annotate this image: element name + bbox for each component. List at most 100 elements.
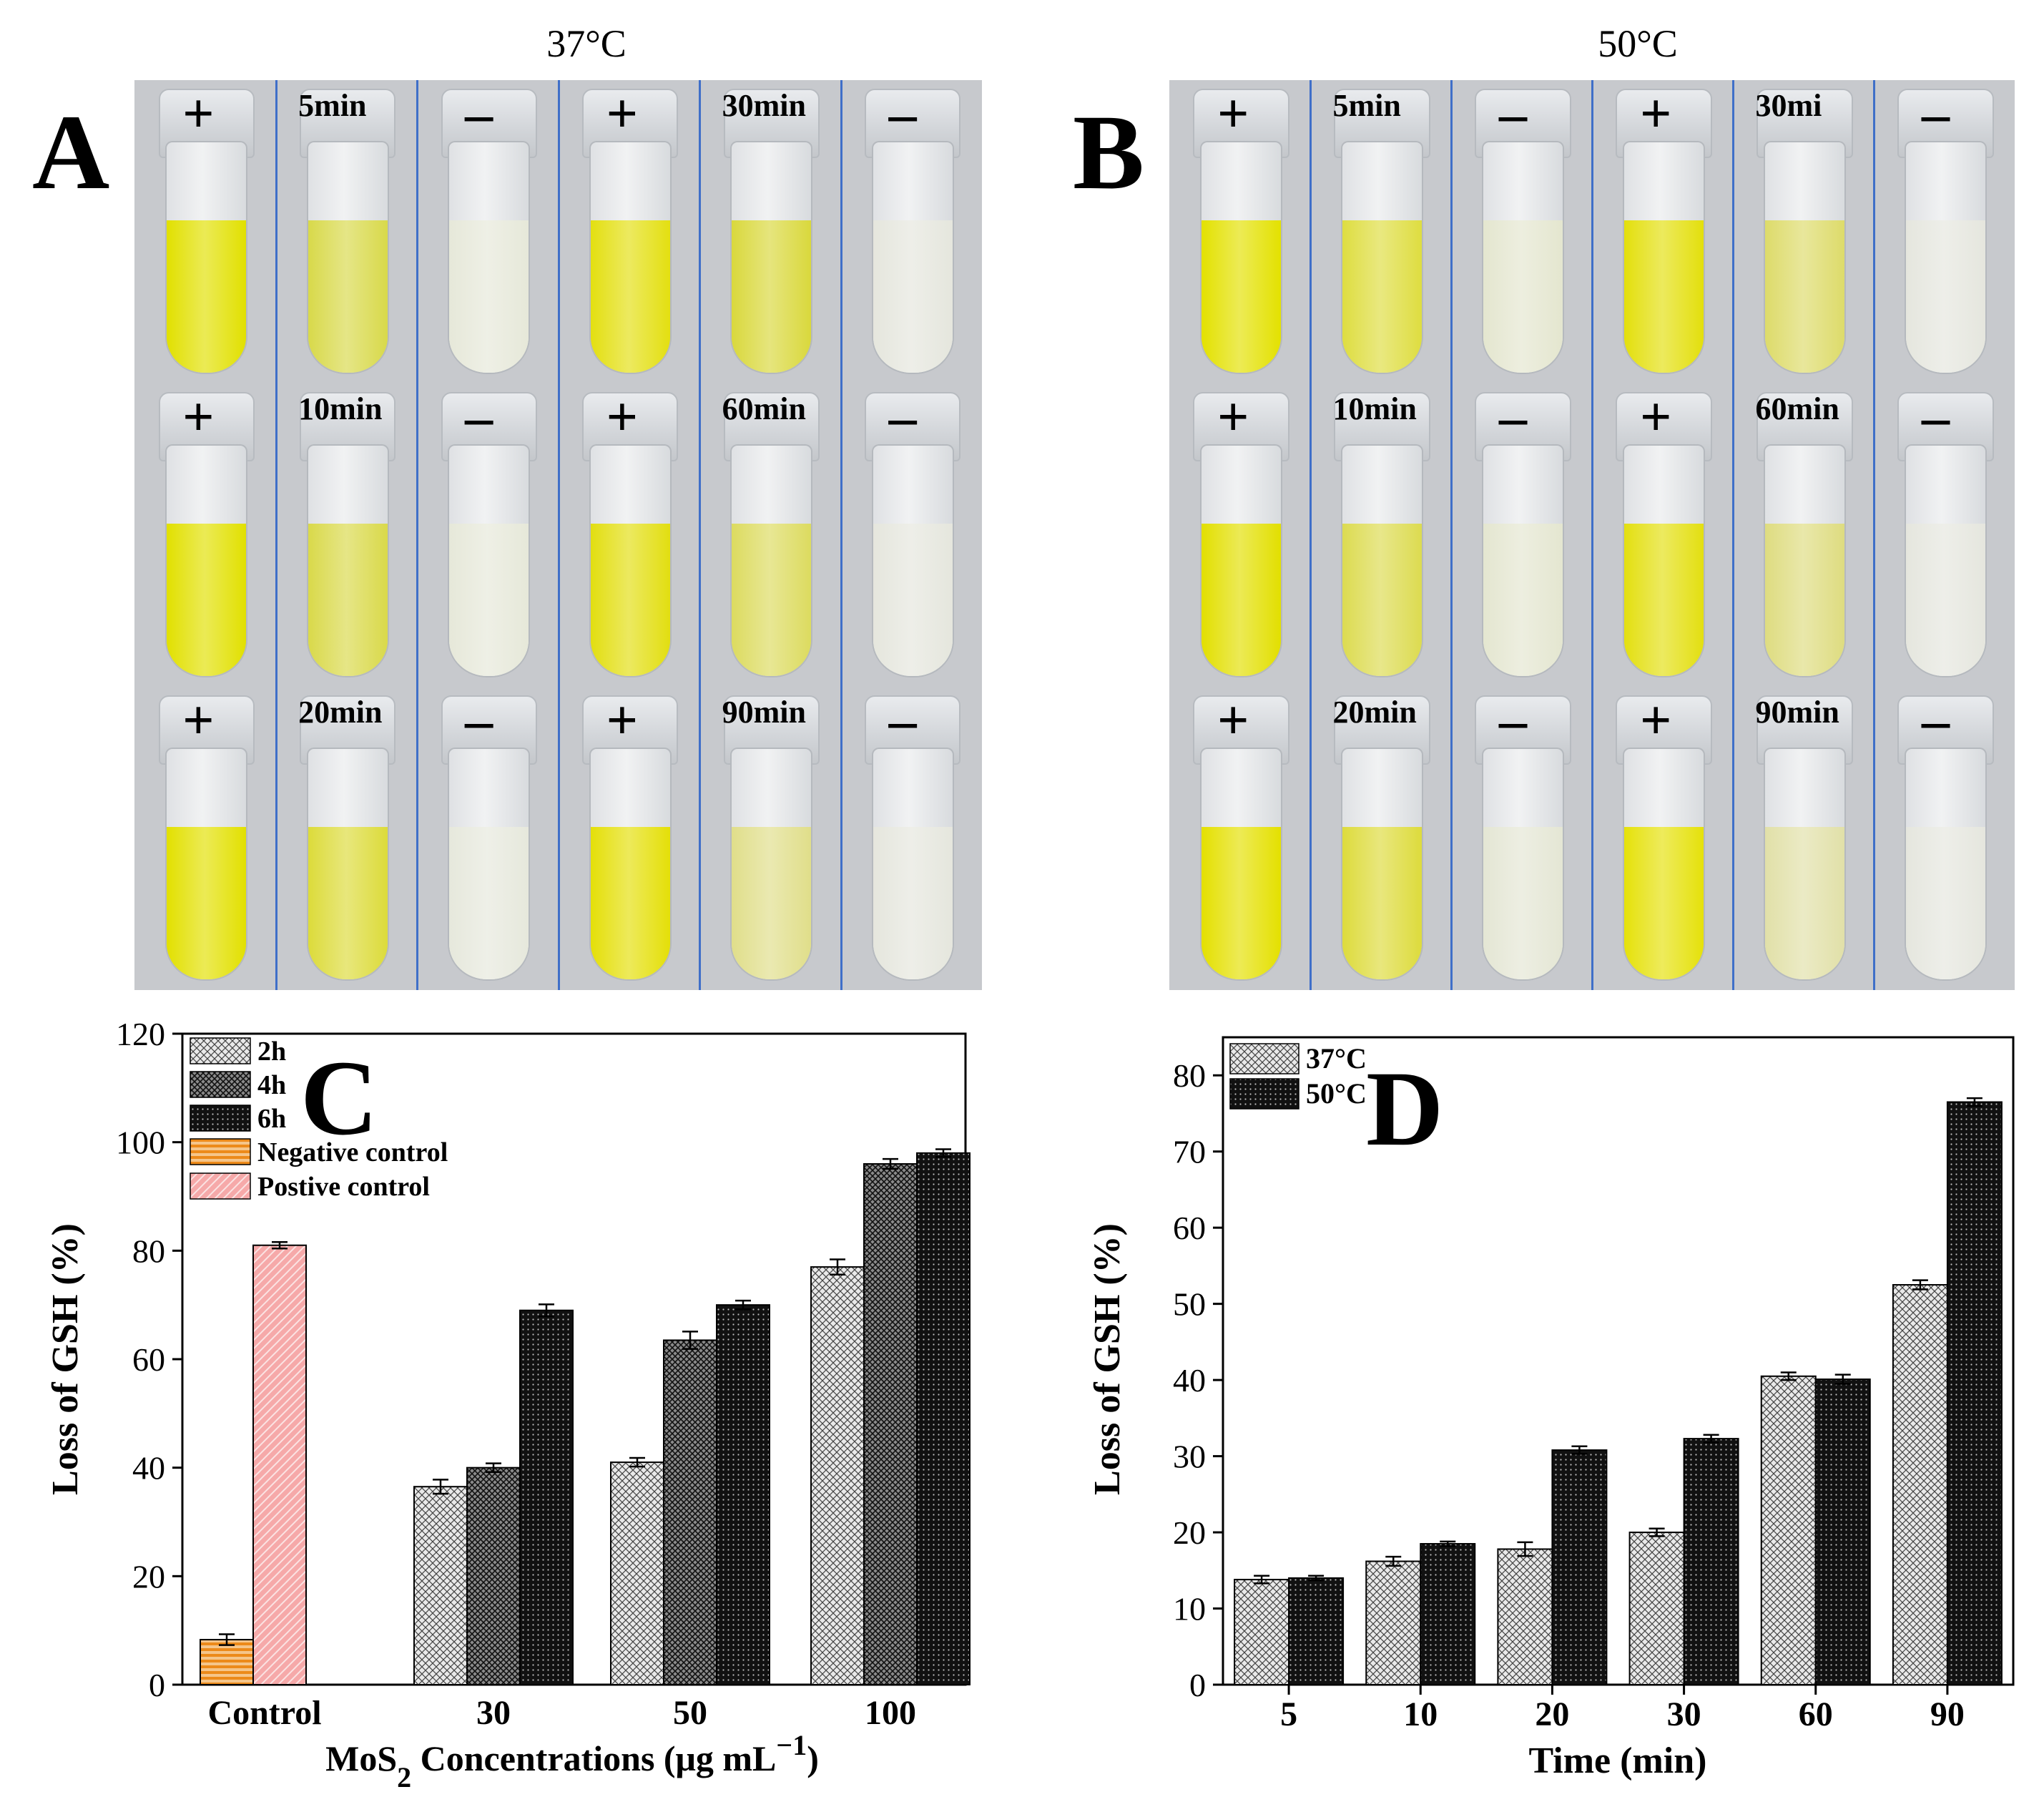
panel-a-separator <box>275 80 277 990</box>
panel-b-negative-sign: – <box>1498 386 1527 448</box>
panel-a-tube-solution <box>732 524 812 677</box>
y-tick-label: 0 <box>1189 1667 1206 1703</box>
panel-b-tube-solution <box>1202 524 1281 677</box>
x-axis-label-part: −1 <box>776 1729 807 1761</box>
bar-37°C <box>1365 1560 1422 1685</box>
panel-a-positive-sign: + <box>182 386 215 448</box>
panel-b-positive-sign: + <box>1217 82 1249 145</box>
legend-label: 6h <box>257 1104 286 1134</box>
bar-50°C <box>1420 1543 1476 1685</box>
panel-b-tube-solution <box>1202 827 1281 980</box>
panel-a-tube-solution <box>590 524 670 677</box>
panel-b-time-label: 30mi <box>1755 88 1822 123</box>
panel-a-tube-solution <box>449 524 529 677</box>
panel-a-tube-solution <box>873 220 953 373</box>
panel-a-time-label: 60min <box>722 391 806 426</box>
panel-a-tube <box>165 140 248 375</box>
panel-b-negative-sign: – <box>1921 82 1950 145</box>
panel-a-time-label: 30min <box>722 88 806 123</box>
panel-b-tube <box>1764 747 1846 981</box>
panel-a-positive-sign: + <box>606 386 639 448</box>
panel-a-tube-solution <box>308 827 388 980</box>
y-tick-label: 40 <box>1173 1362 1206 1399</box>
panel-a-tube-solution <box>308 220 388 373</box>
panel-b-separator <box>1591 80 1593 990</box>
panel-b-positive-sign: + <box>1639 386 1672 448</box>
panel-b-time-label: 10min <box>1332 391 1417 426</box>
bar-37°C <box>1892 1284 1948 1685</box>
legend-label: Postive control <box>257 1172 430 1202</box>
panel-b-tube-solution <box>1342 827 1422 980</box>
panel-b-tube <box>1623 140 1705 375</box>
panel-a-tube-solution <box>167 220 247 373</box>
bar-50°C <box>1814 1378 1871 1685</box>
panel-b-tube-solution <box>1765 827 1844 980</box>
panel-a-time-label: 90min <box>722 695 806 730</box>
negative-control-bar <box>200 1639 254 1686</box>
panel-d-letter: D <box>1366 1049 1443 1168</box>
panel-b-tube <box>1200 747 1282 981</box>
bar-37°C <box>1628 1532 1685 1686</box>
panel-a-time-label: 5min <box>298 88 367 123</box>
panel-a-negative-sign: – <box>465 386 493 448</box>
panel-a-tube <box>589 444 672 678</box>
panel-b-negative-sign: – <box>1498 689 1527 751</box>
panel-b-tube <box>1482 747 1564 981</box>
panel-a-tube <box>448 444 531 678</box>
panel-a-title: 37°C <box>546 22 627 65</box>
panel-a-tube-solution <box>167 524 247 677</box>
positive-control-bar <box>252 1244 307 1685</box>
panel-b-tube <box>1482 444 1564 678</box>
panel-c-letter: C <box>300 1039 378 1157</box>
panel-b-tube <box>1764 140 1846 375</box>
panel-a-separator <box>558 80 560 990</box>
bar-4h <box>663 1339 717 1685</box>
bar-50°C <box>1946 1101 2003 1685</box>
y-tick-label: 120 <box>116 1016 165 1052</box>
x-axis-label: Time (min) <box>1529 1740 1707 1781</box>
panel-a-negative-sign: – <box>888 386 917 448</box>
panel-b-tube <box>1623 444 1705 678</box>
panel-b-tube-solution <box>1765 524 1844 677</box>
bar-2h <box>810 1266 865 1686</box>
legend-label: 37°C <box>1306 1042 1367 1074</box>
x-tick-label: 90 <box>1930 1695 1965 1733</box>
panel-b-tube-solution <box>1483 220 1563 373</box>
panel-b-tube-solution <box>1906 524 1985 677</box>
panel-a-positive-sign: + <box>182 82 215 145</box>
bar-37°C <box>1497 1548 1553 1686</box>
panel-b-tube-solution <box>1483 827 1563 980</box>
panel-b-tube-solution <box>1624 524 1704 677</box>
panel-a-tube-solution <box>873 827 953 980</box>
legend-swatch <box>190 1172 251 1200</box>
panel-a-negative-sign: – <box>465 689 493 751</box>
panel-b-positive-sign: + <box>1217 689 1249 751</box>
panel-a-negative-sign: – <box>888 689 917 751</box>
y-tick-label: 10 <box>1173 1591 1206 1627</box>
panel-b-time-label: 20min <box>1332 695 1417 730</box>
panel-a-tube-solution <box>873 524 953 677</box>
bar-2h <box>413 1486 468 1685</box>
panel-a-tube <box>165 444 248 678</box>
y-tick-label: 60 <box>132 1341 165 1378</box>
y-tick-label: 80 <box>1173 1057 1206 1094</box>
panel-a-time-label: 20min <box>298 695 383 730</box>
x-axis-label-part: ) <box>807 1738 819 1778</box>
panel-a-tube <box>306 140 389 375</box>
panel-b-positive-sign: + <box>1217 386 1249 448</box>
panel-a-tube <box>730 140 813 375</box>
panel-a-tube-solution <box>732 220 812 373</box>
panel-b-tube <box>1905 747 1987 981</box>
panel-a-tube-solution <box>308 524 388 677</box>
bar-6h <box>716 1304 770 1685</box>
x-tick-label: 20 <box>1535 1695 1569 1733</box>
legend-swatch <box>190 1037 251 1064</box>
panel-b-tube <box>1905 444 1987 678</box>
x-tick-label: 30 <box>1667 1695 1701 1733</box>
y-tick-label: 100 <box>116 1125 165 1161</box>
panel-b-tube-solution <box>1342 220 1422 373</box>
panel-a-separator <box>699 80 701 990</box>
bar-50°C <box>1683 1438 1739 1685</box>
panel-a-negative-sign: – <box>888 82 917 145</box>
panel-a-tube <box>589 747 672 981</box>
